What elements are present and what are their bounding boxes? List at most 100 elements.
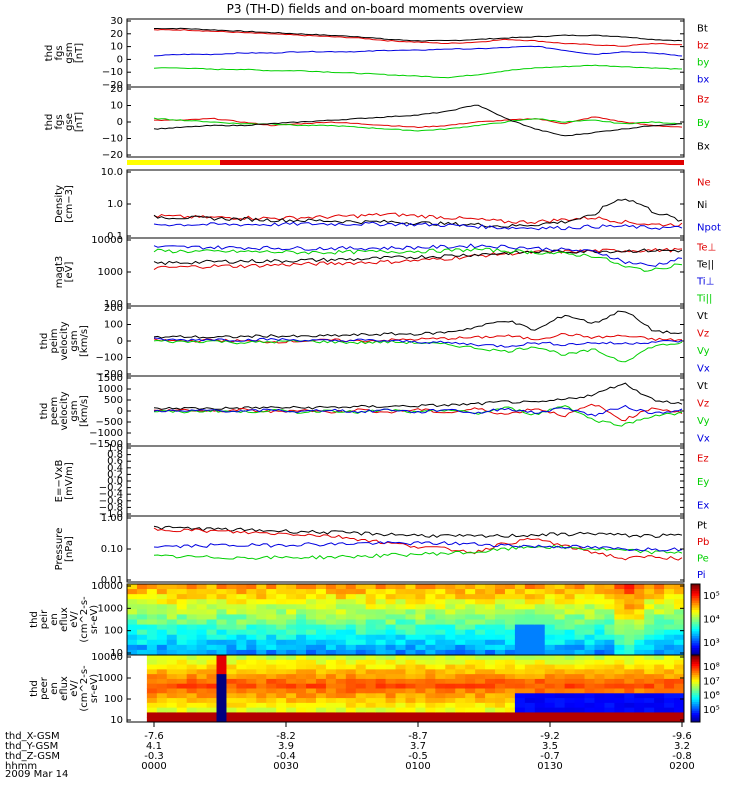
spectrogram-cell [624, 712, 635, 718]
spectrogram-cell [136, 659, 148, 666]
spectrogram-cell [644, 698, 655, 704]
spectrogram-cell [445, 674, 456, 680]
spectrogram-cell [584, 678, 595, 685]
spectrogram-cell [375, 655, 387, 661]
spectrogram-cell [524, 589, 536, 595]
spectrogram-cell [315, 619, 327, 626]
spectrogram-cell [226, 688, 237, 694]
colorbar-cell [691, 697, 700, 701]
spectrogram-cell [594, 609, 605, 615]
spectrogram-cell [385, 634, 397, 641]
spectrogram-cell [365, 604, 377, 610]
spectrogram-cell [465, 609, 476, 615]
spectrogram-cell [495, 589, 506, 595]
spectrogram-cell [594, 688, 605, 694]
spectrogram-peer-en-eflux: 10000100010010thdpeerenefluxeV/(cm^2-s-s… [29, 652, 720, 726]
y-tick-label: −20 [102, 150, 123, 161]
spectrogram-cell [196, 693, 208, 699]
spectrogram-cell [236, 674, 247, 680]
spectrogram-cell [355, 599, 367, 605]
spectrogram-cell [554, 683, 566, 689]
colorbar-tick-label: 10⁷ [703, 676, 720, 687]
spectrogram-cell [664, 609, 675, 615]
spectrogram-cell [146, 702, 158, 709]
spectrogram-cell [644, 604, 655, 610]
spectrogram-cell [514, 599, 526, 605]
spectrogram-cell [385, 702, 397, 709]
colorbar-cell [691, 713, 700, 716]
spectrogram-cell [385, 639, 397, 646]
y-tick-label: 0.4 [107, 463, 123, 474]
spectrogram-cell [127, 629, 138, 636]
spectrogram-cell [504, 707, 516, 713]
spectrogram-cell [315, 678, 327, 685]
spectrogram-cell [355, 698, 367, 704]
spectrogram-cell [614, 589, 625, 595]
y-tick-label: 10 [110, 715, 123, 726]
spectrogram-cell [664, 717, 675, 723]
spectrogram-cell [216, 683, 227, 689]
spectrogram-cell [475, 717, 486, 723]
spectrogram-cell [206, 614, 218, 620]
spectrogram-cell [435, 693, 446, 699]
spectrogram-cell [226, 614, 237, 620]
spectrogram-cell [286, 609, 297, 615]
colorbar-cell [691, 666, 700, 669]
panel-frame [126, 237, 685, 307]
spectrogram-cell [146, 594, 158, 600]
spectrogram-cell [345, 693, 357, 699]
spectrogram-cell [674, 599, 685, 605]
spectrogram-cell [256, 693, 267, 699]
spectrogram-cell [415, 698, 426, 704]
y-axis-label: thdpeirenefluxeV/(cm^2-s-sr-eV) [29, 596, 100, 643]
legend-entry: Vt [697, 311, 708, 322]
spectrogram-cell [514, 712, 526, 718]
spectrogram-cell [405, 702, 416, 709]
spectrogram-cell [644, 707, 655, 713]
colorbar-cell [691, 591, 700, 594]
spectrogram-cell [475, 594, 486, 600]
spectrogram-cell [136, 594, 148, 600]
spectrogram-cell [296, 604, 307, 610]
spectrogram-cell [634, 693, 645, 699]
spectrogram-cell [415, 702, 426, 709]
spectrogram-cell [624, 594, 635, 600]
spectrogram-cell [614, 702, 625, 709]
spectrogram-cell [534, 609, 546, 615]
spectrogram-cell [534, 604, 546, 610]
spectrogram-cell [306, 669, 317, 675]
spectrogram-cell [286, 619, 297, 626]
spectrogram-cell [186, 629, 198, 636]
spectrogram-cell [176, 655, 188, 661]
spectrogram-cell [365, 614, 377, 620]
spectrogram-cell [614, 707, 625, 713]
spectrogram-cell [355, 712, 367, 718]
spectrogram-cell [286, 664, 297, 670]
spectrogram-cell [475, 678, 486, 685]
spectrogram-cell [514, 669, 526, 675]
y-tick-label: 0.10 [101, 544, 123, 555]
legend-entry: Vz [697, 328, 709, 339]
spectrogram-cell [365, 702, 377, 709]
spectrogram-cell [654, 669, 665, 675]
spectrogram-cell [355, 639, 367, 646]
y-tick-label: 10000 [91, 652, 123, 663]
spectrogram-cell [455, 594, 466, 600]
spectrogram-cell [514, 594, 526, 600]
legend-entry: bx [697, 75, 709, 86]
spectrogram-cell [475, 655, 486, 661]
spectrogram-cell [325, 674, 337, 680]
spectrogram-cell [375, 589, 387, 595]
spectrogram-cell [365, 655, 377, 661]
spectrogram-cell [614, 683, 625, 689]
spectrogram-cell [654, 678, 665, 685]
spectrogram-cell [166, 683, 178, 689]
spectrogram-cell [495, 655, 506, 661]
spectrogram-cell [176, 717, 188, 723]
spectrogram-cell [674, 702, 685, 709]
spectrogram-cell [375, 698, 387, 704]
mode-bar-segment [127, 160, 220, 165]
spectrogram-cell [166, 688, 178, 694]
spectrogram-cell [564, 655, 576, 661]
